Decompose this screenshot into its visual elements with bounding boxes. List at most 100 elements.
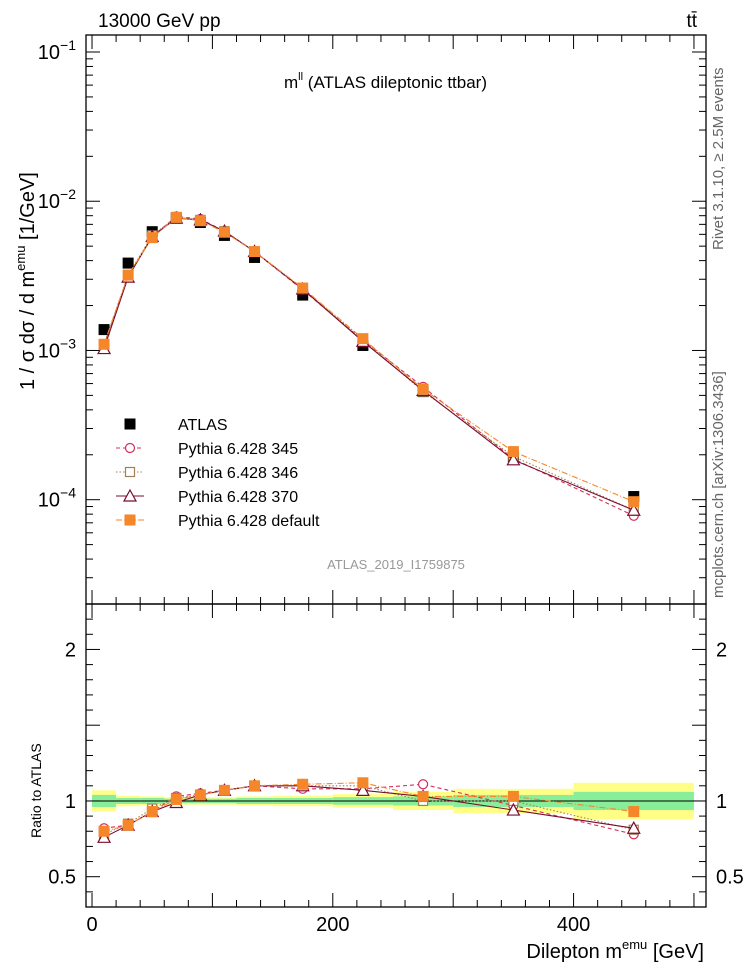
legend-label: ATLAS <box>178 417 228 434</box>
data-point-pythia-6-428-default <box>357 333 369 345</box>
legend-item-pythia-6-428-345: Pythia 6.428 345 <box>116 441 298 458</box>
ratio-point-pythia-6-428-default <box>628 806 640 818</box>
legend-item-pythia-6-428-370: Pythia 6.428 370 <box>116 488 298 506</box>
ratio-point-pythia-6-428-default <box>507 790 519 802</box>
ratio-point-pythia-6-428-default <box>170 793 182 805</box>
legend-marker <box>122 488 138 502</box>
data-point-pythia-6-428-default <box>98 338 110 350</box>
ratio-point-pythia-6-428-370 <box>626 820 641 834</box>
legend-label: Pythia 6.428 default <box>178 513 320 530</box>
ratio-point-pythia-6-428-default <box>194 789 206 801</box>
main-y-tick-base: 10 <box>38 340 60 362</box>
data-point-pythia-6-428-default <box>297 282 309 294</box>
main-y-tick-exp: −4 <box>60 485 76 501</box>
ratio-point-pythia-6-428-370 <box>506 802 521 816</box>
ratio-frame <box>85 603 707 908</box>
ratio-line-pythia-6-428-345 <box>103 783 634 835</box>
data-point-pythia-6-428-370 <box>506 452 521 466</box>
legend-item-pythia-6-428-default: Pythia 6.428 default <box>116 513 320 530</box>
ratio-point-pythia-6-428-default <box>357 777 369 789</box>
data-point-pythia-6-428-default <box>507 446 519 458</box>
rivet-version-label: Rivet 3.1.10, ≥ 2.5M events <box>710 68 727 251</box>
ratio-frame-border <box>85 603 707 908</box>
ratio-point-pythia-6-428-370 <box>355 783 370 796</box>
main-y-axis-label-post: [1/GeV] <box>17 172 39 245</box>
data-point-pythia-6-428-default <box>249 246 261 258</box>
main-y-tick-base: 10 <box>38 490 60 512</box>
ratio-series-group <box>97 777 641 843</box>
ratio-point-pythia-6-428-default <box>98 825 110 837</box>
data-point-atlas <box>122 257 134 269</box>
ratio-point-pythia-6-428-default <box>417 790 429 802</box>
plot-title-sup: ll <box>298 71 303 83</box>
main-y-tick-exp: −2 <box>60 186 76 202</box>
plot-title: mll (ATLAS dileptonic ttbar) <box>284 71 487 92</box>
x-tick-label: 400 <box>557 914 590 936</box>
legend-item-atlas: ATLAS <box>124 417 228 434</box>
series-line-pythia-6-428-default <box>103 216 634 503</box>
x-tick-label: 200 <box>316 914 349 936</box>
main-y-ticks: 10−110−210−310−4 <box>38 37 706 605</box>
analysis-watermark: ATLAS_2019_I1759875 <box>327 557 465 572</box>
main-series-group <box>97 210 641 521</box>
data-point-pythia-6-428-default <box>417 383 429 395</box>
ratio-point-pythia-6-428-default <box>146 806 158 818</box>
ratio-point-pythia-6-428-default <box>218 784 230 796</box>
x-tick-label: 0 <box>86 914 97 936</box>
main-y-tick-label: 10−1 <box>38 37 76 64</box>
ratio-y-tick-label-right: 2 <box>716 639 727 661</box>
ratio-y-tick-label-right: 1 <box>716 791 727 813</box>
ratio-point-pythia-6-428-default <box>249 780 261 792</box>
legend-marker <box>124 418 136 430</box>
legend-label: Pythia 6.428 370 <box>178 489 298 506</box>
ratio-y-ticks: 0.5 0.5 1 1 2 2 <box>48 603 744 908</box>
main-y-tick-label: 10−2 <box>38 186 76 213</box>
main-y-tick-base: 10 <box>38 191 60 213</box>
x-axis-label: Dilepton memu [GeV] <box>526 937 704 963</box>
ratio-y-tick-label: 2 <box>65 639 76 661</box>
main-y-tick-exp: −3 <box>60 335 76 351</box>
ratio-point-pythia-6-428-370 <box>97 830 112 843</box>
data-point-pythia-6-428-default <box>170 211 182 223</box>
energy-label: 13000 GeV pp <box>98 11 221 32</box>
x-axis-label-post: [GeV] <box>647 941 704 963</box>
main-y-tick-label: 10−3 <box>38 335 76 362</box>
series-pythia-6-428-default <box>98 211 640 508</box>
legend-marker <box>124 442 136 454</box>
plot-title-rest: (ATLAS dileptonic ttbar) <box>303 73 487 92</box>
series-atlas <box>98 212 640 503</box>
ratio-y-axis-label: Ratio to ATLAS <box>28 743 44 838</box>
main-y-axis-label: 1 / σ dσ / d memu [1/GeV] <box>13 172 39 390</box>
main-y-tick-base: 10 <box>38 42 60 64</box>
legend-item-pythia-6-428-346: Pythia 6.428 346 <box>116 465 298 482</box>
legend-label: Pythia 6.428 345 <box>178 441 298 458</box>
main-y-axis-label-pre: 1 / σ dσ / d m <box>17 271 39 390</box>
legend-marker <box>124 466 136 478</box>
mcplots-citation-label: mcplots.cern.ch [arXiv:1306.3436] <box>710 371 727 598</box>
ratio-y-tick-label: 1 <box>65 791 76 813</box>
main-y-axis-label-sup: emu <box>13 246 28 271</box>
legend: ATLAS Pythia 6.428 345 Pythia 6.428 346 Pyt… <box>116 417 320 530</box>
ratio-series-pythia-6-428-default <box>98 777 640 837</box>
legend-marker <box>124 514 136 526</box>
x-axis-label-pre: Dilepton m <box>526 941 622 963</box>
data-point-pythia-6-428-default <box>218 226 230 238</box>
main-y-tick-exp: −1 <box>60 37 76 53</box>
x-axis-label-sup: emu <box>622 937 647 952</box>
main-y-tick-label: 10−4 <box>38 485 76 512</box>
ratio-point-pythia-6-428-default <box>122 819 134 831</box>
data-point-pythia-6-428-default <box>122 269 134 281</box>
data-point-pythia-6-428-default <box>146 232 158 244</box>
ratio-point-pythia-6-428-default <box>297 778 309 790</box>
data-point-pythia-6-428-370 <box>626 502 641 516</box>
plot-title-main: m <box>284 73 298 92</box>
ratio-y-tick-label-right: 0.5 <box>716 867 744 889</box>
data-point-pythia-6-428-default <box>194 215 206 227</box>
legend-label: Pythia 6.428 346 <box>178 465 298 482</box>
ratio-y-tick-label: 0.5 <box>48 867 76 889</box>
ratio-point-pythia-6-428-345 <box>417 779 429 790</box>
x-ticks: 0 200 400 <box>86 35 695 936</box>
process-label: tt̄ <box>686 11 697 32</box>
data-point-pythia-6-428-default <box>628 496 640 508</box>
